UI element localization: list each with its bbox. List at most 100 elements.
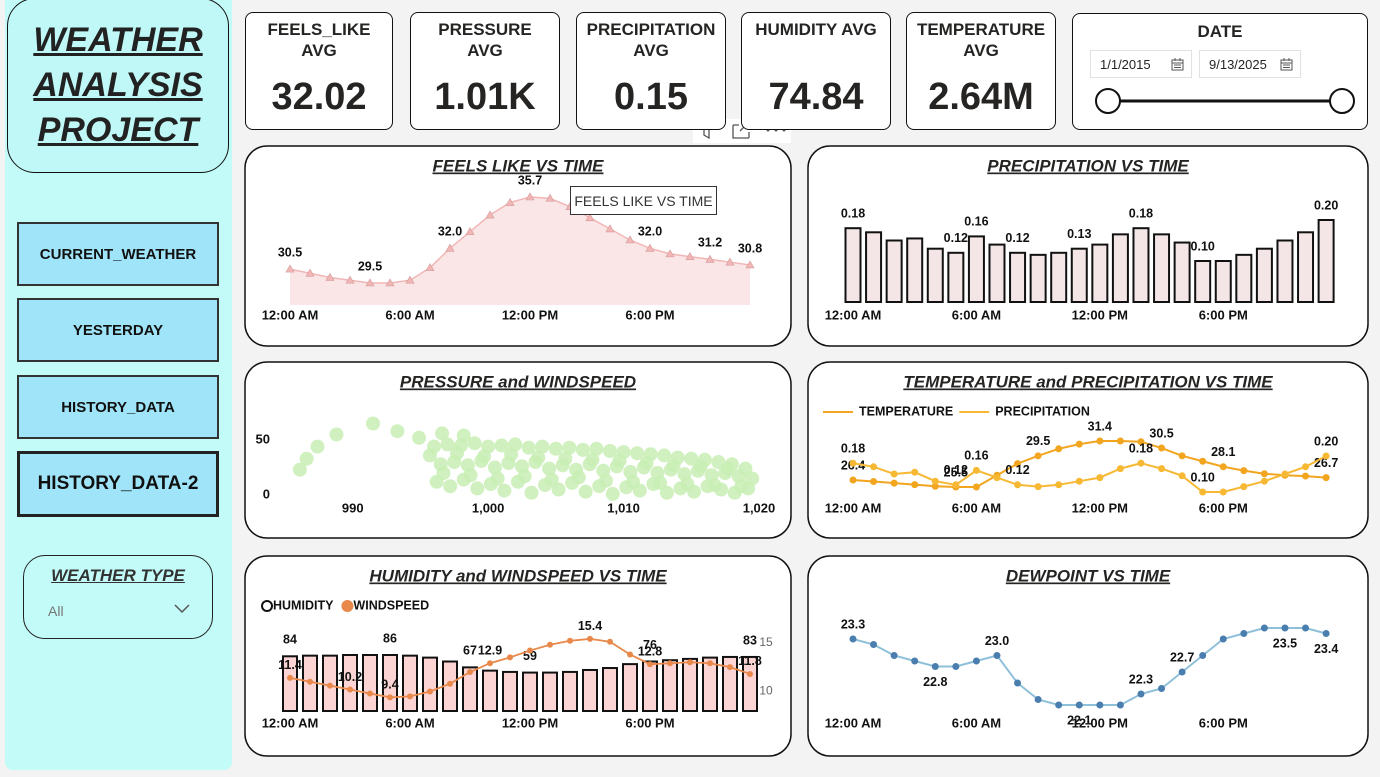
marker xyxy=(627,651,633,658)
bar xyxy=(482,669,498,713)
marker xyxy=(1034,483,1042,491)
slider-handle[interactable] xyxy=(1329,88,1355,114)
nav-button[interactable]: HISTORY_DATA xyxy=(17,375,219,439)
marker xyxy=(1158,444,1166,452)
marker xyxy=(1219,635,1227,643)
bar xyxy=(602,667,618,712)
point xyxy=(436,466,451,480)
data-label: 32.0 xyxy=(438,225,462,239)
sidebar: WEATHER ANALYSIS PROJECT CURRENT_WEATHER… xyxy=(5,0,232,770)
nav-button[interactable]: YESTERDAY xyxy=(17,298,219,362)
point xyxy=(734,479,749,494)
y2-tick-label: 15 xyxy=(759,635,773,649)
marker xyxy=(1178,668,1186,676)
point xyxy=(517,469,532,484)
marker xyxy=(747,670,753,677)
point xyxy=(571,470,586,485)
bar xyxy=(865,231,883,303)
bar xyxy=(947,251,965,304)
marker xyxy=(1075,440,1083,448)
data-label: 31.2 xyxy=(698,236,722,250)
data-label: 22.7 xyxy=(1170,650,1194,664)
marker xyxy=(1260,477,1268,485)
x-tick-label: 12:00 AM xyxy=(262,307,319,322)
marker xyxy=(931,482,939,490)
marker xyxy=(567,637,573,644)
bar xyxy=(1153,233,1171,304)
data-label: 32.0 xyxy=(638,225,662,239)
data-label: 84 xyxy=(283,633,297,647)
slicer-value[interactable]: All xyxy=(48,603,64,619)
point xyxy=(366,416,381,431)
kpi-label: FEELS_LIKE AVG xyxy=(267,20,371,60)
x-tick-label: 12:00 PM xyxy=(1072,715,1128,730)
nav-button[interactable]: CURRENT_WEATHER xyxy=(17,222,219,286)
date-start[interactable]: 1/1/2015 xyxy=(1090,50,1192,78)
marker xyxy=(1116,437,1124,445)
calendar-icon[interactable] xyxy=(1171,58,1184,71)
bar xyxy=(1173,241,1191,304)
marker xyxy=(890,470,898,478)
date-range-slider[interactable] xyxy=(1073,82,1369,122)
bar xyxy=(682,657,698,713)
marker xyxy=(931,477,939,485)
point xyxy=(504,447,519,462)
data-label: 76 xyxy=(643,638,657,652)
point xyxy=(422,448,437,463)
bar xyxy=(462,666,478,712)
marker xyxy=(1178,472,1186,480)
data-label: 30.8 xyxy=(738,241,762,255)
bar xyxy=(1235,253,1253,304)
data-label: 0.12 xyxy=(944,463,968,477)
point xyxy=(720,461,735,476)
chevron[interactable] xyxy=(174,604,190,614)
marker xyxy=(527,647,533,654)
weather-type-slicer[interactable]: WEATHER TYPE All xyxy=(23,555,213,639)
marker xyxy=(1075,701,1083,709)
point xyxy=(626,474,641,489)
marker xyxy=(1281,470,1289,478)
marker xyxy=(607,638,613,645)
marker xyxy=(647,661,653,668)
marker xyxy=(625,235,635,244)
marker xyxy=(687,659,693,666)
x-tick-label: 990 xyxy=(342,500,364,515)
kpi-label: PRESSURE AVG xyxy=(438,20,532,60)
focus-icon[interactable] xyxy=(732,121,750,139)
marker xyxy=(1199,457,1207,465)
date-slicer: DATE 1/1/2015 9/13/2025 xyxy=(1072,13,1368,130)
kpi-value: 1.01K xyxy=(434,76,536,118)
calendar-icon[interactable] xyxy=(1280,58,1293,71)
marker xyxy=(1322,452,1330,460)
bar xyxy=(282,655,298,712)
x-tick-label: 6:00 PM xyxy=(625,715,674,730)
marker xyxy=(447,680,453,687)
data-label: 0.12 xyxy=(1005,231,1029,245)
bar xyxy=(1029,253,1047,304)
nav-button[interactable]: HISTORY_DATA-2 xyxy=(17,451,219,517)
bar xyxy=(742,655,758,713)
marker xyxy=(345,275,355,284)
marker xyxy=(667,660,673,667)
point xyxy=(443,479,458,494)
kpi-value: 32.02 xyxy=(271,76,367,118)
point xyxy=(487,460,502,475)
legend-label: HUMIDITY xyxy=(273,598,334,612)
chart-title: PRESSURE and WINDSPEED xyxy=(400,372,636,391)
marker xyxy=(1075,477,1083,485)
slider-handle[interactable] xyxy=(1095,88,1121,114)
marker xyxy=(1137,690,1145,698)
date-end-text: 9/13/2025 xyxy=(1209,56,1267,72)
marker xyxy=(1055,701,1063,709)
point xyxy=(440,437,455,452)
point xyxy=(639,456,654,471)
bar xyxy=(1009,251,1027,304)
bar xyxy=(1276,239,1294,303)
bar xyxy=(1297,231,1315,303)
date-end[interactable]: 9/13/2025 xyxy=(1199,50,1301,78)
legend-label: WINDSPEED xyxy=(353,598,429,612)
marker xyxy=(1219,488,1227,496)
marker xyxy=(849,635,857,643)
point xyxy=(612,453,627,468)
